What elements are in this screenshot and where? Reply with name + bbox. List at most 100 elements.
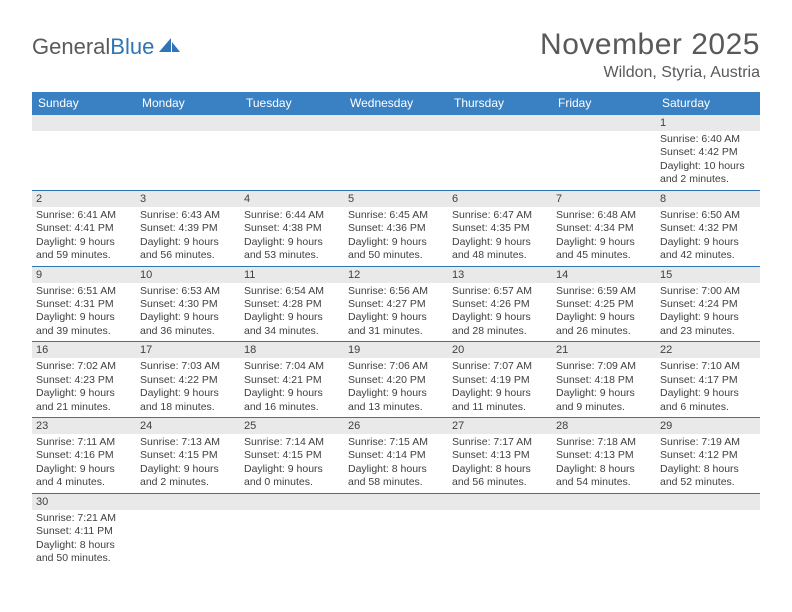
daylight-text-2: and 16 minutes. (244, 401, 340, 414)
sunrise-text: Sunrise: 6:51 AM (36, 285, 132, 298)
day-cell (656, 510, 760, 569)
day-number: 17 (136, 342, 240, 358)
week-row: Sunrise: 6:41 AMSunset: 4:41 PMDaylight:… (32, 207, 760, 267)
day-number: 21 (552, 342, 656, 358)
sunrise-text: Sunrise: 7:06 AM (348, 360, 444, 373)
daylight-text-1: Daylight: 9 hours (348, 236, 444, 249)
sunset-text: Sunset: 4:24 PM (660, 298, 756, 311)
daylight-text-1: Daylight: 9 hours (660, 236, 756, 249)
logo-text-1: General (32, 34, 110, 60)
day-cell: Sunrise: 7:00 AMSunset: 4:24 PMDaylight:… (656, 283, 760, 342)
sunset-text: Sunset: 4:11 PM (36, 525, 132, 538)
daylight-text-2: and 58 minutes. (348, 476, 444, 489)
sunset-text: Sunset: 4:42 PM (660, 146, 756, 159)
sunrise-text: Sunrise: 7:15 AM (348, 436, 444, 449)
daylight-text-1: Daylight: 9 hours (660, 311, 756, 324)
daylight-text-1: Daylight: 9 hours (244, 387, 340, 400)
daylight-text-2: and 50 minutes. (36, 552, 132, 565)
sunset-text: Sunset: 4:16 PM (36, 449, 132, 462)
day-cell (448, 510, 552, 569)
day-cell: Sunrise: 7:06 AMSunset: 4:20 PMDaylight:… (344, 358, 448, 417)
day-number (136, 115, 240, 131)
daylight-text-1: Daylight: 9 hours (36, 311, 132, 324)
day-number: 8 (656, 191, 760, 207)
daylight-text-2: and 56 minutes. (140, 249, 236, 262)
sunset-text: Sunset: 4:23 PM (36, 374, 132, 387)
dow-header: Sunday Monday Tuesday Wednesday Thursday… (32, 92, 760, 115)
daylight-text-2: and 48 minutes. (452, 249, 548, 262)
day-cell (240, 510, 344, 569)
day-number: 16 (32, 342, 136, 358)
daylight-text-1: Daylight: 8 hours (348, 463, 444, 476)
sunset-text: Sunset: 4:14 PM (348, 449, 444, 462)
day-cell: Sunrise: 6:40 AMSunset: 4:42 PMDaylight:… (656, 131, 760, 190)
sunset-text: Sunset: 4:26 PM (452, 298, 548, 311)
daylight-text-2: and 54 minutes. (556, 476, 652, 489)
daylight-text-1: Daylight: 9 hours (244, 463, 340, 476)
week-row: Sunrise: 7:02 AMSunset: 4:23 PMDaylight:… (32, 358, 760, 418)
day-number: 20 (448, 342, 552, 358)
day-number: 18 (240, 342, 344, 358)
daylight-text-1: Daylight: 10 hours (660, 160, 756, 173)
day-cell: Sunrise: 7:17 AMSunset: 4:13 PMDaylight:… (448, 434, 552, 493)
sunrise-text: Sunrise: 6:41 AM (36, 209, 132, 222)
day-cell: Sunrise: 6:50 AMSunset: 4:32 PMDaylight:… (656, 207, 760, 266)
day-cell: Sunrise: 6:54 AMSunset: 4:28 PMDaylight:… (240, 283, 344, 342)
day-cell (344, 510, 448, 569)
sunset-text: Sunset: 4:19 PM (452, 374, 548, 387)
sunset-text: Sunset: 4:34 PM (556, 222, 652, 235)
daylight-text-1: Daylight: 8 hours (660, 463, 756, 476)
day-cell: Sunrise: 6:56 AMSunset: 4:27 PMDaylight:… (344, 283, 448, 342)
sunset-text: Sunset: 4:18 PM (556, 374, 652, 387)
daylight-text-2: and 42 minutes. (660, 249, 756, 262)
day-number: 1 (656, 115, 760, 131)
sunrise-text: Sunrise: 7:03 AM (140, 360, 236, 373)
day-number: 30 (32, 494, 136, 510)
daylight-text-2: and 59 minutes. (36, 249, 132, 262)
day-number (448, 115, 552, 131)
sunrise-text: Sunrise: 7:21 AM (36, 512, 132, 525)
day-number: 11 (240, 267, 344, 283)
day-number: 14 (552, 267, 656, 283)
day-cell: Sunrise: 7:21 AMSunset: 4:11 PMDaylight:… (32, 510, 136, 569)
daylight-text-2: and 28 minutes. (452, 325, 548, 338)
day-cell (136, 131, 240, 190)
daylight-text-1: Daylight: 9 hours (140, 311, 236, 324)
day-number: 22 (656, 342, 760, 358)
daylight-text-1: Daylight: 8 hours (36, 539, 132, 552)
day-number: 26 (344, 418, 448, 434)
day-cell (240, 131, 344, 190)
dow-tue: Tuesday (240, 92, 344, 115)
day-number (448, 494, 552, 510)
sunrise-text: Sunrise: 6:43 AM (140, 209, 236, 222)
sunrise-text: Sunrise: 7:11 AM (36, 436, 132, 449)
dow-thu: Thursday (448, 92, 552, 115)
day-cell: Sunrise: 6:44 AMSunset: 4:38 PMDaylight:… (240, 207, 344, 266)
dow-fri: Friday (552, 92, 656, 115)
sunrise-text: Sunrise: 7:04 AM (244, 360, 340, 373)
daylight-text-2: and 4 minutes. (36, 476, 132, 489)
sunrise-text: Sunrise: 6:45 AM (348, 209, 444, 222)
daynum-row: 23242526272829 (32, 418, 760, 434)
day-cell: Sunrise: 6:59 AMSunset: 4:25 PMDaylight:… (552, 283, 656, 342)
daylight-text-1: Daylight: 9 hours (556, 236, 652, 249)
sunrise-text: Sunrise: 7:00 AM (660, 285, 756, 298)
sunrise-text: Sunrise: 7:19 AM (660, 436, 756, 449)
day-cell: Sunrise: 7:02 AMSunset: 4:23 PMDaylight:… (32, 358, 136, 417)
day-cell (552, 510, 656, 569)
daylight-text-2: and 6 minutes. (660, 401, 756, 414)
sunrise-text: Sunrise: 7:09 AM (556, 360, 652, 373)
dow-sat: Saturday (656, 92, 760, 115)
daylight-text-1: Daylight: 9 hours (244, 236, 340, 249)
day-number (344, 494, 448, 510)
sunrise-text: Sunrise: 7:17 AM (452, 436, 548, 449)
day-number: 28 (552, 418, 656, 434)
day-number: 25 (240, 418, 344, 434)
daylight-text-1: Daylight: 9 hours (348, 387, 444, 400)
daylight-text-2: and 18 minutes. (140, 401, 236, 414)
daylight-text-2: and 50 minutes. (348, 249, 444, 262)
day-number: 23 (32, 418, 136, 434)
sunrise-text: Sunrise: 7:07 AM (452, 360, 548, 373)
daylight-text-1: Daylight: 9 hours (452, 236, 548, 249)
day-cell: Sunrise: 7:14 AMSunset: 4:15 PMDaylight:… (240, 434, 344, 493)
